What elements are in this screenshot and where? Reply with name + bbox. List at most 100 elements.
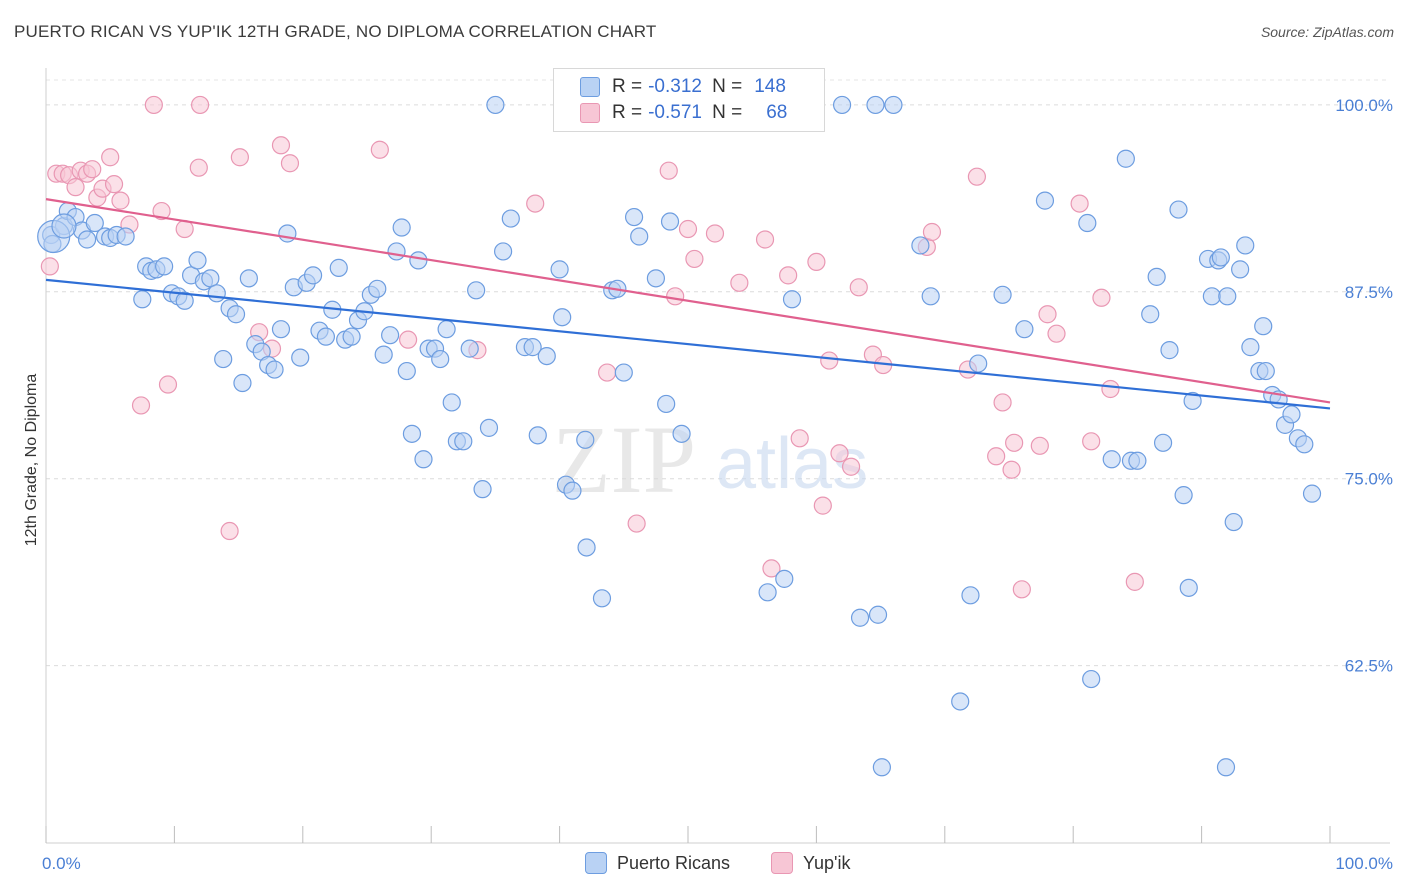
yupik-point	[370, 140, 389, 159]
yupik-point	[685, 249, 704, 269]
legend-n-label: N =	[712, 102, 743, 123]
yupik-point	[678, 219, 698, 239]
puerto-rican-point	[884, 95, 903, 115]
puerto-rican-point	[467, 281, 486, 300]
puerto-rican-point	[553, 308, 572, 327]
yupik-point	[1082, 432, 1101, 451]
puerto-rican-point	[454, 432, 473, 451]
legend-swatch-blue	[580, 77, 600, 97]
puerto-rican-point	[316, 327, 336, 346]
puerto-rican-point	[563, 481, 582, 500]
puerto-rican-point	[381, 326, 400, 345]
puerto-rican-point	[951, 692, 970, 711]
source-label: Source: ZipAtlas.com	[1260, 24, 1394, 40]
puerto-rican-point	[473, 480, 492, 499]
puerto-rican-point	[214, 349, 233, 369]
puerto-rican-point	[1147, 267, 1166, 286]
puerto-rican-point	[660, 212, 680, 231]
puerto-rican-point	[1169, 200, 1188, 219]
legend-r-value: -0.571	[648, 102, 702, 123]
puerto-rican-point	[409, 251, 428, 270]
puerto-rican-point	[872, 758, 891, 777]
legend-row-yupik: R = -0.571 N = 68	[580, 100, 787, 126]
yupik-point	[280, 154, 300, 173]
yupik-point	[830, 444, 849, 463]
puerto-rican-point	[1202, 287, 1221, 306]
yupik-point	[807, 252, 826, 272]
y-axis-label: 12th Grade, No Diploma	[23, 374, 40, 547]
bottom-legend-yupik[interactable]: Yup'ik	[771, 852, 850, 874]
yupik-point	[152, 201, 171, 221]
puerto-rican-point	[993, 285, 1012, 304]
legend-r-label: R =	[612, 76, 643, 97]
yupik-point	[922, 222, 942, 242]
yupik-point	[779, 266, 798, 285]
puerto-rican-point	[1116, 149, 1135, 168]
puerto-rican-point	[155, 257, 174, 276]
puerto-rican-point	[921, 287, 940, 306]
yupik-point	[104, 175, 124, 194]
yupik-point	[66, 178, 85, 197]
y-tick-label: 62.5%	[1345, 657, 1393, 676]
yupik-point	[987, 447, 1006, 466]
puerto-rican-point	[1254, 317, 1273, 336]
puerto-rican-point	[494, 242, 513, 261]
puerto-rican-point	[397, 361, 416, 381]
yupik-point	[813, 496, 832, 515]
yupik-point	[705, 224, 725, 243]
yupik-point	[111, 191, 130, 210]
chart-title: PUERTO RICAN VS YUP'IK 12TH GRADE, NO DI…	[14, 22, 657, 41]
legend-r-value: -0.312	[648, 76, 702, 97]
puerto-rican-point	[1224, 512, 1243, 532]
puerto-rican-point	[624, 207, 644, 227]
yupik-point	[189, 158, 208, 177]
puerto-rican-point	[414, 450, 433, 469]
yupik-point	[1047, 324, 1066, 343]
puerto-rican-point	[758, 583, 777, 602]
puerto-rican-point	[1160, 341, 1179, 360]
yupik-point	[1002, 460, 1021, 479]
legend-n-label: N =	[712, 76, 743, 97]
x-tick-label: 100.0%	[1335, 854, 1393, 873]
legend-n-value: 68	[766, 102, 788, 123]
puerto-rican-point	[1153, 433, 1173, 452]
puerto-rican-point	[1015, 320, 1034, 339]
puerto-rican-point	[630, 227, 649, 246]
axes	[45, 68, 1390, 844]
puerto-rican-point	[77, 230, 97, 249]
puerto-rican-points	[37, 95, 1322, 777]
yupik-point	[1005, 433, 1024, 452]
puerto-rican-point	[868, 605, 888, 624]
yupik-point	[398, 330, 418, 349]
yupik-point	[230, 148, 249, 167]
puerto-rican-point	[1078, 213, 1097, 233]
puerto-rican-point	[1179, 578, 1198, 597]
yupik-point	[131, 396, 151, 415]
bottom-legend-swatch-blue	[585, 852, 607, 874]
legend-r-label: R =	[612, 102, 643, 123]
puerto-rican-point	[278, 224, 297, 243]
yupik-point	[220, 521, 239, 541]
puerto-rican-point	[1035, 191, 1055, 210]
yupik-point	[627, 514, 646, 533]
puerto-rican-point	[226, 305, 246, 324]
yupik-point	[755, 230, 775, 249]
puerto-rican-point	[479, 418, 499, 437]
bottom-legend-puerto-ricans[interactable]: Puerto Ricans	[585, 852, 730, 874]
yupik-trend-line	[45, 198, 1331, 404]
puerto-rican-point	[1102, 450, 1121, 469]
puerto-rican-point	[188, 251, 207, 270]
puerto-rican-point	[116, 227, 135, 246]
puerto-rican-point	[368, 279, 387, 298]
puerto-rican-point	[460, 339, 479, 358]
puerto-rican-point	[501, 209, 520, 228]
yupik-point	[841, 457, 861, 476]
bottom-legend-label: Puerto Ricans	[617, 852, 731, 873]
puerto-rican-point	[1082, 669, 1101, 689]
puerto-rican-point	[387, 242, 406, 261]
yupik-point	[790, 429, 809, 448]
yupik-point	[1101, 379, 1120, 399]
puerto-rican-point	[1282, 405, 1301, 424]
trend-lines	[45, 198, 1331, 410]
